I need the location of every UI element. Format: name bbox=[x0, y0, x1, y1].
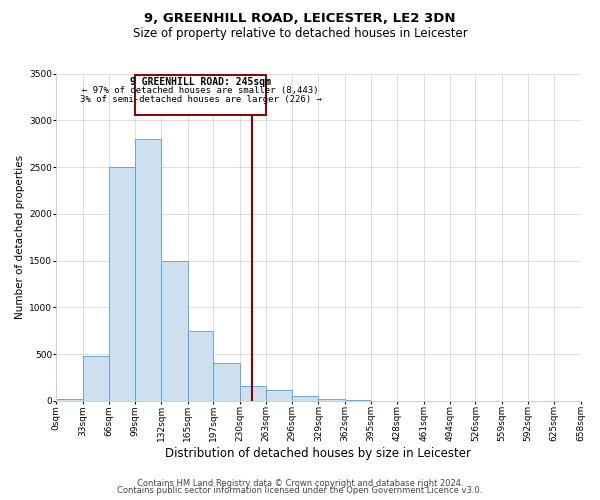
Bar bbox=[292, 396, 319, 401]
X-axis label: Distribution of detached houses by size in Leicester: Distribution of detached houses by size … bbox=[166, 447, 472, 460]
Text: Size of property relative to detached houses in Leicester: Size of property relative to detached ho… bbox=[133, 28, 467, 40]
Bar bbox=[188, 330, 213, 401]
Bar bbox=[161, 260, 188, 401]
Bar bbox=[319, 399, 345, 401]
Bar bbox=[56, 399, 83, 401]
Text: 9, GREENHILL ROAD, LEICESTER, LE2 3DN: 9, GREENHILL ROAD, LEICESTER, LE2 3DN bbox=[144, 12, 456, 26]
Bar bbox=[239, 386, 266, 401]
Y-axis label: Number of detached properties: Number of detached properties bbox=[15, 155, 25, 320]
Text: 9 GREENHILL ROAD: 245sqm: 9 GREENHILL ROAD: 245sqm bbox=[130, 77, 271, 87]
Text: Contains public sector information licensed under the Open Government Licence v3: Contains public sector information licen… bbox=[118, 486, 482, 495]
Bar bbox=[266, 390, 292, 401]
Text: 3% of semi-detached houses are larger (226) →: 3% of semi-detached houses are larger (2… bbox=[80, 96, 322, 104]
Bar bbox=[109, 167, 135, 401]
Text: Contains HM Land Registry data © Crown copyright and database right 2024.: Contains HM Land Registry data © Crown c… bbox=[137, 478, 463, 488]
FancyBboxPatch shape bbox=[135, 76, 266, 114]
Text: ← 97% of detached houses are smaller (8,443): ← 97% of detached houses are smaller (8,… bbox=[82, 86, 319, 95]
Bar bbox=[83, 356, 109, 401]
Bar bbox=[213, 364, 239, 401]
Bar bbox=[135, 139, 161, 401]
